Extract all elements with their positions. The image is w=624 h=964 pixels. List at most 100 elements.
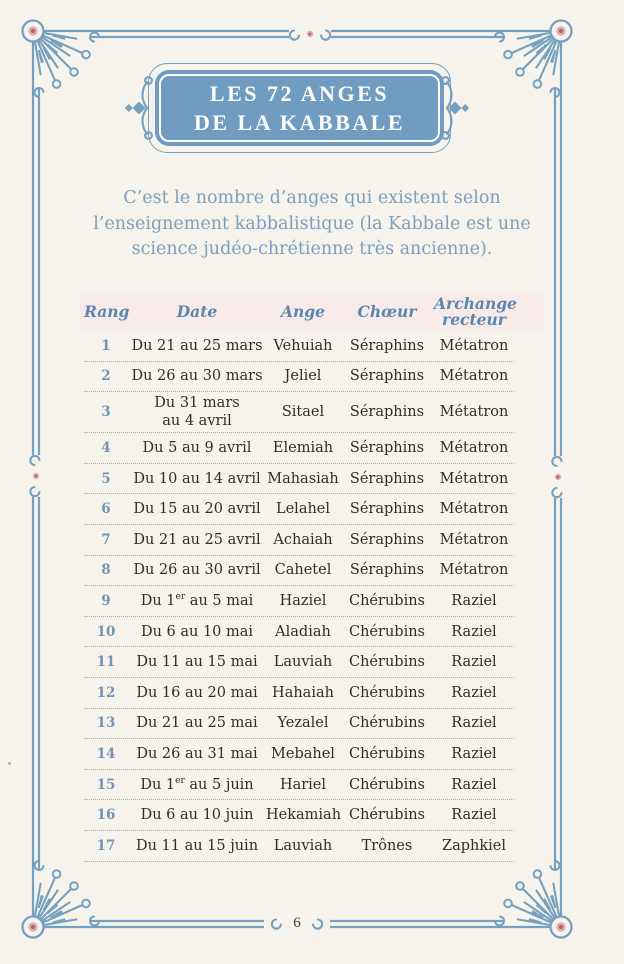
cell-archange: Métatron — [439, 470, 509, 487]
cell-archange: Raziel — [451, 654, 497, 671]
cell-date: Du 6 au 10 juin — [140, 807, 254, 824]
table-row: 15 Du 1er au 5 juin Hariel Chérubins Raziel — [84, 770, 514, 801]
cell-rang: 5 — [101, 470, 111, 487]
cell-ange: Hahaiah — [272, 684, 334, 701]
cell-ange: Aladiah — [275, 623, 331, 640]
cell-rang: 2 — [101, 368, 111, 385]
table-row: 3 Du 31 mars au 4 avril Sitael Séraphins Méta… — [84, 392, 514, 434]
cell-ange: Lelahel — [275, 501, 331, 518]
cell-date: Du 26 au 30 mars — [131, 368, 263, 385]
cell-rang: 6 — [101, 501, 111, 518]
cell-choeur: Chérubins — [349, 684, 425, 701]
cell-archange: Raziel — [451, 745, 497, 762]
table-row: 8 Du 26 au 30 avril Cahetel Séraphins Métatr… — [84, 556, 514, 587]
cell-date: Du 6 au 10 mai — [140, 623, 254, 640]
cell-date: Du 16 au 20 mai — [136, 684, 258, 701]
page-number: 6 — [293, 915, 301, 931]
cell-rang: 7 — [101, 531, 111, 548]
cell-rang: 12 — [96, 684, 116, 701]
cell-rang: 3 — [101, 404, 111, 421]
page-title-line2: DE LA KABBALE — [194, 109, 405, 135]
cell-choeur: Séraphins — [349, 368, 425, 385]
cell-rang: 13 — [96, 715, 116, 732]
cell-date: Du 11 au 15 juin — [135, 837, 259, 854]
header-archange: Archange recteur — [434, 293, 517, 329]
cell-choeur: Chérubins — [349, 807, 425, 824]
cell-archange: Raziel — [451, 776, 497, 793]
table-body: 1 Du 21 au 25 mars Vehuiah Séraphins Métatro… — [84, 331, 514, 862]
cell-archange: Raziel — [451, 807, 497, 824]
table-row: 13 Du 21 au 25 mai Yezalel Chérubins Raziel — [84, 709, 514, 740]
cell-choeur: Chérubins — [349, 776, 425, 793]
intro-line: science judéo-chrétienne très ancienne). — [131, 239, 493, 259]
title-flourish-right-icon — [441, 76, 471, 140]
table-row: 5 Du 10 au 14 avril Mahasiah Séraphins Métat… — [84, 464, 514, 495]
cell-archange: Métatron — [439, 337, 509, 354]
cell-archange: Zaphkiel — [442, 837, 506, 854]
intro-line: C’est le nombre d’anges qui existent sel… — [123, 188, 501, 208]
cell-archange: Raziel — [451, 592, 497, 609]
cell-rang: 17 — [96, 837, 116, 854]
intro-line: l’enseignement kabbalistique (la Kabbale… — [93, 213, 531, 234]
cell-ange: Mebahel — [271, 745, 335, 762]
table-row: 2 Du 26 au 30 mars Jeliel Séraphins Métatron — [84, 362, 514, 393]
header-date: Date — [176, 301, 218, 321]
table-row: 14 Du 26 au 31 mai Mebahel Chérubins Raziel — [84, 739, 514, 770]
title-banner: LES 72 ANGES DE LA KABBALE — [148, 63, 451, 153]
scan-artifact-dot — [8, 762, 11, 765]
cell-ange: Elemiah — [272, 439, 334, 456]
cell-archange: Raziel — [451, 684, 497, 701]
cell-date: Du 31 mars au 4 avril — [154, 395, 240, 430]
table-row: 11 Du 11 au 15 mai Lauviah Chérubins Raziel — [84, 647, 514, 678]
cell-archange: Raziel — [451, 715, 497, 732]
table-row: 7 Du 21 au 25 avril Achaiah Séraphins Métatr… — [84, 525, 514, 556]
cell-date: Du 5 au 9 avril — [142, 439, 252, 456]
table-row: 12 Du 16 au 20 mai Hahaiah Chérubins Raziel — [84, 678, 514, 709]
cell-date: Du 21 au 25 avril — [133, 531, 261, 548]
table-row: 16 Du 6 au 10 juin Hekamiah Chérubins Raziel — [84, 800, 514, 831]
table-row: 10 Du 6 au 10 mai Aladiah Chérubins Raziel — [84, 617, 514, 648]
scroll-ornament-right-icon — [550, 454, 566, 500]
table-row: 9 Du 1er au 5 mai Haziel Chérubins Raziel — [84, 586, 514, 617]
cell-rang: 9 — [101, 592, 111, 609]
cell-ange: Hekamiah — [266, 807, 342, 824]
cell-rang: 14 — [96, 745, 116, 762]
cell-rang: 16 — [96, 807, 116, 824]
page-number-left-curl-icon — [270, 918, 283, 930]
cell-ange: Haziel — [279, 592, 327, 609]
cell-date: Du 26 au 31 mai — [136, 745, 258, 762]
cell-ange: Yezalel — [277, 715, 329, 732]
cell-ange: Cahetel — [274, 562, 332, 579]
cell-archange: Métatron — [439, 439, 509, 456]
page-title-line1: LES 72 ANGES — [209, 80, 390, 106]
header-ange: Ange — [281, 301, 325, 321]
cell-choeur: Séraphins — [349, 470, 425, 487]
cell-choeur: Séraphins — [349, 439, 425, 456]
cell-choeur: Séraphins — [349, 531, 425, 548]
cell-ange: Jeliel — [284, 368, 322, 385]
table-row: 6 Du 15 au 20 avril Lelahel Séraphins Métatr… — [84, 494, 514, 525]
cell-choeur: Séraphins — [349, 501, 425, 518]
cell-rang: 1 — [101, 337, 111, 354]
cell-date: Du 1er au 5 mai — [140, 592, 254, 609]
header-rang: Rang — [84, 301, 130, 321]
cell-date: Du 26 au 30 avril — [133, 562, 261, 579]
cell-archange: Raziel — [451, 623, 497, 640]
cell-rang: 4 — [101, 439, 111, 456]
cell-archange: Métatron — [439, 531, 509, 548]
intro-paragraph: C’est le nombre d’anges qui existent sel… — [60, 186, 564, 263]
cell-rang: 15 — [96, 776, 116, 793]
page-number-right-curl-icon — [311, 918, 324, 930]
table-header-row: Rang Date Ange Chœur Archange recteur — [84, 292, 517, 331]
cell-rang: 8 — [101, 562, 111, 579]
cell-ange: Achaiah — [273, 531, 333, 548]
cell-date: Du 10 au 14 avril — [133, 470, 261, 487]
title-flourish-left-icon — [123, 76, 153, 140]
cell-ange: Hariel — [279, 776, 327, 793]
cell-choeur: Chérubins — [349, 745, 425, 762]
cell-choeur: Chérubins — [349, 592, 425, 609]
cell-choeur: Séraphins — [349, 562, 425, 579]
cell-archange: Métatron — [439, 562, 509, 579]
cell-date: Du 15 au 20 avril — [133, 501, 261, 518]
